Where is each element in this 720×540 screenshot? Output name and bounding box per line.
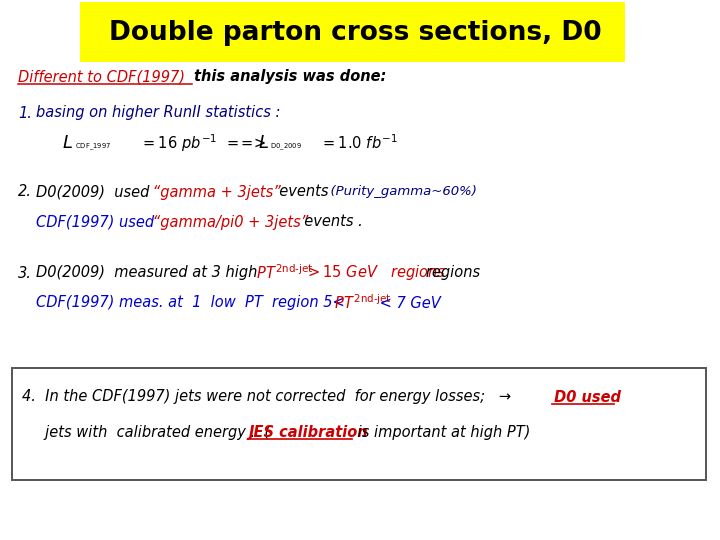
Text: Double parton cross sections, D0: Double parton cross sections, D0 (109, 20, 601, 46)
Text: $> 15$ GeV   regions: $> 15$ GeV regions (300, 264, 446, 282)
Text: this analysis was done:: this analysis was done: (194, 70, 387, 84)
Text: 3.: 3. (18, 266, 32, 280)
Text: $_{\mathsf{CDF\_1997}}$: $_{\mathsf{CDF\_1997}}$ (75, 141, 112, 152)
Text: $_{\mathsf{D0\_2009}}$: $_{\mathsf{D0\_2009}}$ (270, 141, 302, 152)
Text: $= 16\ pb^{\mathregular{-1}}$: $= 16\ pb^{\mathregular{-1}}$ (140, 132, 217, 154)
Text: $= 1.0\ fb^{\mathregular{-1}}$: $= 1.0\ fb^{\mathregular{-1}}$ (320, 133, 397, 152)
Text: Different to CDF(1997): Different to CDF(1997) (18, 70, 185, 84)
Text: $PT^{\mathsf{2nd\text{-}jet}}$: $PT^{\mathsf{2nd\text{-}jet}}$ (247, 264, 313, 282)
Text: jets with  calibrated energy .  (: jets with calibrated energy . ( (22, 424, 270, 440)
Text: regions: regions (412, 266, 480, 280)
Text: $=\!\!=\!\!>$: $=\!\!=\!\!>$ (224, 136, 266, 151)
Text: $PT^{\mathsf{2nd\text{-}jet}}$: $PT^{\mathsf{2nd\text{-}jet}}$ (330, 294, 392, 312)
Text: events: events (270, 185, 328, 199)
Text: events .: events . (295, 214, 363, 230)
Text: “gamma + 3jets”: “gamma + 3jets” (148, 185, 281, 199)
Text: 1.: 1. (18, 105, 32, 120)
Text: “gamma/pi0 + 3jets”: “gamma/pi0 + 3jets” (148, 214, 308, 230)
Text: $\it{L}$: $\it{L}$ (258, 134, 269, 152)
FancyBboxPatch shape (80, 2, 625, 62)
Text: CDF(1997) meas. at  1  low  PT  region 5<: CDF(1997) meas. at 1 low PT region 5< (36, 295, 345, 310)
FancyBboxPatch shape (12, 368, 706, 480)
Text: (Purity_gamma~60%): (Purity_gamma~60%) (322, 186, 477, 199)
Text: basing on higher RunII statistics :: basing on higher RunII statistics : (36, 105, 280, 120)
Text: < 7 GeV: < 7 GeV (375, 295, 441, 310)
Text: JES calibration: JES calibration (248, 424, 368, 440)
Text: CDF(1997) used: CDF(1997) used (36, 214, 154, 230)
Text: 4.  In the CDF(1997) jets were not corrected  for energy losses;   →: 4. In the CDF(1997) jets were not correc… (22, 389, 511, 404)
Text: D0 used: D0 used (549, 389, 621, 404)
Text: D0(2009)  used: D0(2009) used (36, 185, 149, 199)
Text: D0(2009)  measured at 3 high: D0(2009) measured at 3 high (36, 266, 257, 280)
Text: is important at high PT): is important at high PT) (353, 424, 531, 440)
Text: 2.: 2. (18, 185, 32, 199)
Text: $\it{L}$: $\it{L}$ (62, 134, 73, 152)
